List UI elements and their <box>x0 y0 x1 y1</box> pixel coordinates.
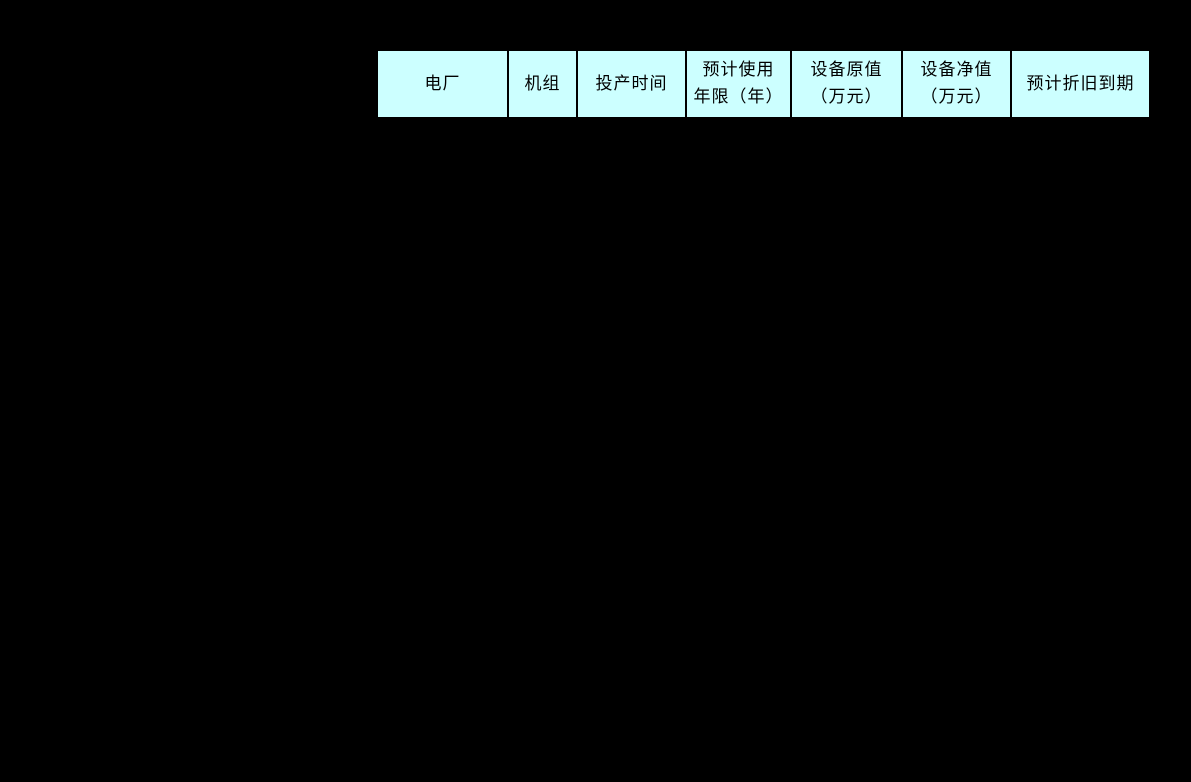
header-cell-commissioning-time: 投产时间 <box>578 51 687 117</box>
header-cell-label-line2: （万元） <box>920 87 993 107</box>
header-cell-label: 预计折旧到期 <box>1026 73 1135 94</box>
header-cell-equipment-net-value: 设备净值 （万元） <box>903 51 1012 117</box>
header-cell-expected-depreciation-maturity: 预计折旧到期 <box>1012 51 1149 117</box>
header-cell-label: 设备原值 <box>810 60 883 80</box>
header-cell-label-line2: 年限（年） <box>693 87 784 107</box>
header-cell-plant: 电厂 <box>378 51 509 117</box>
header-cell-equipment-original-value: 设备原值 （万元） <box>792 51 903 117</box>
header-cell-expected-service-life: 预计使用 年限（年） <box>687 51 792 117</box>
header-cell-label: 设备净值 <box>920 60 993 80</box>
header-cell-label-line2: （万元） <box>810 87 883 107</box>
header-cell-label: 机组 <box>524 73 561 94</box>
header-cell-label: 投产时间 <box>595 73 668 94</box>
header-cell-label: 预计使用 <box>702 60 775 80</box>
header-cell-label: 电厂 <box>424 73 461 94</box>
header-cell-unit: 机组 <box>509 51 578 117</box>
table-header-row: 电厂 机组 投产时间 预计使用 年限（年） 设备原值 （万元） 设备净值 （万元… <box>378 51 1149 117</box>
